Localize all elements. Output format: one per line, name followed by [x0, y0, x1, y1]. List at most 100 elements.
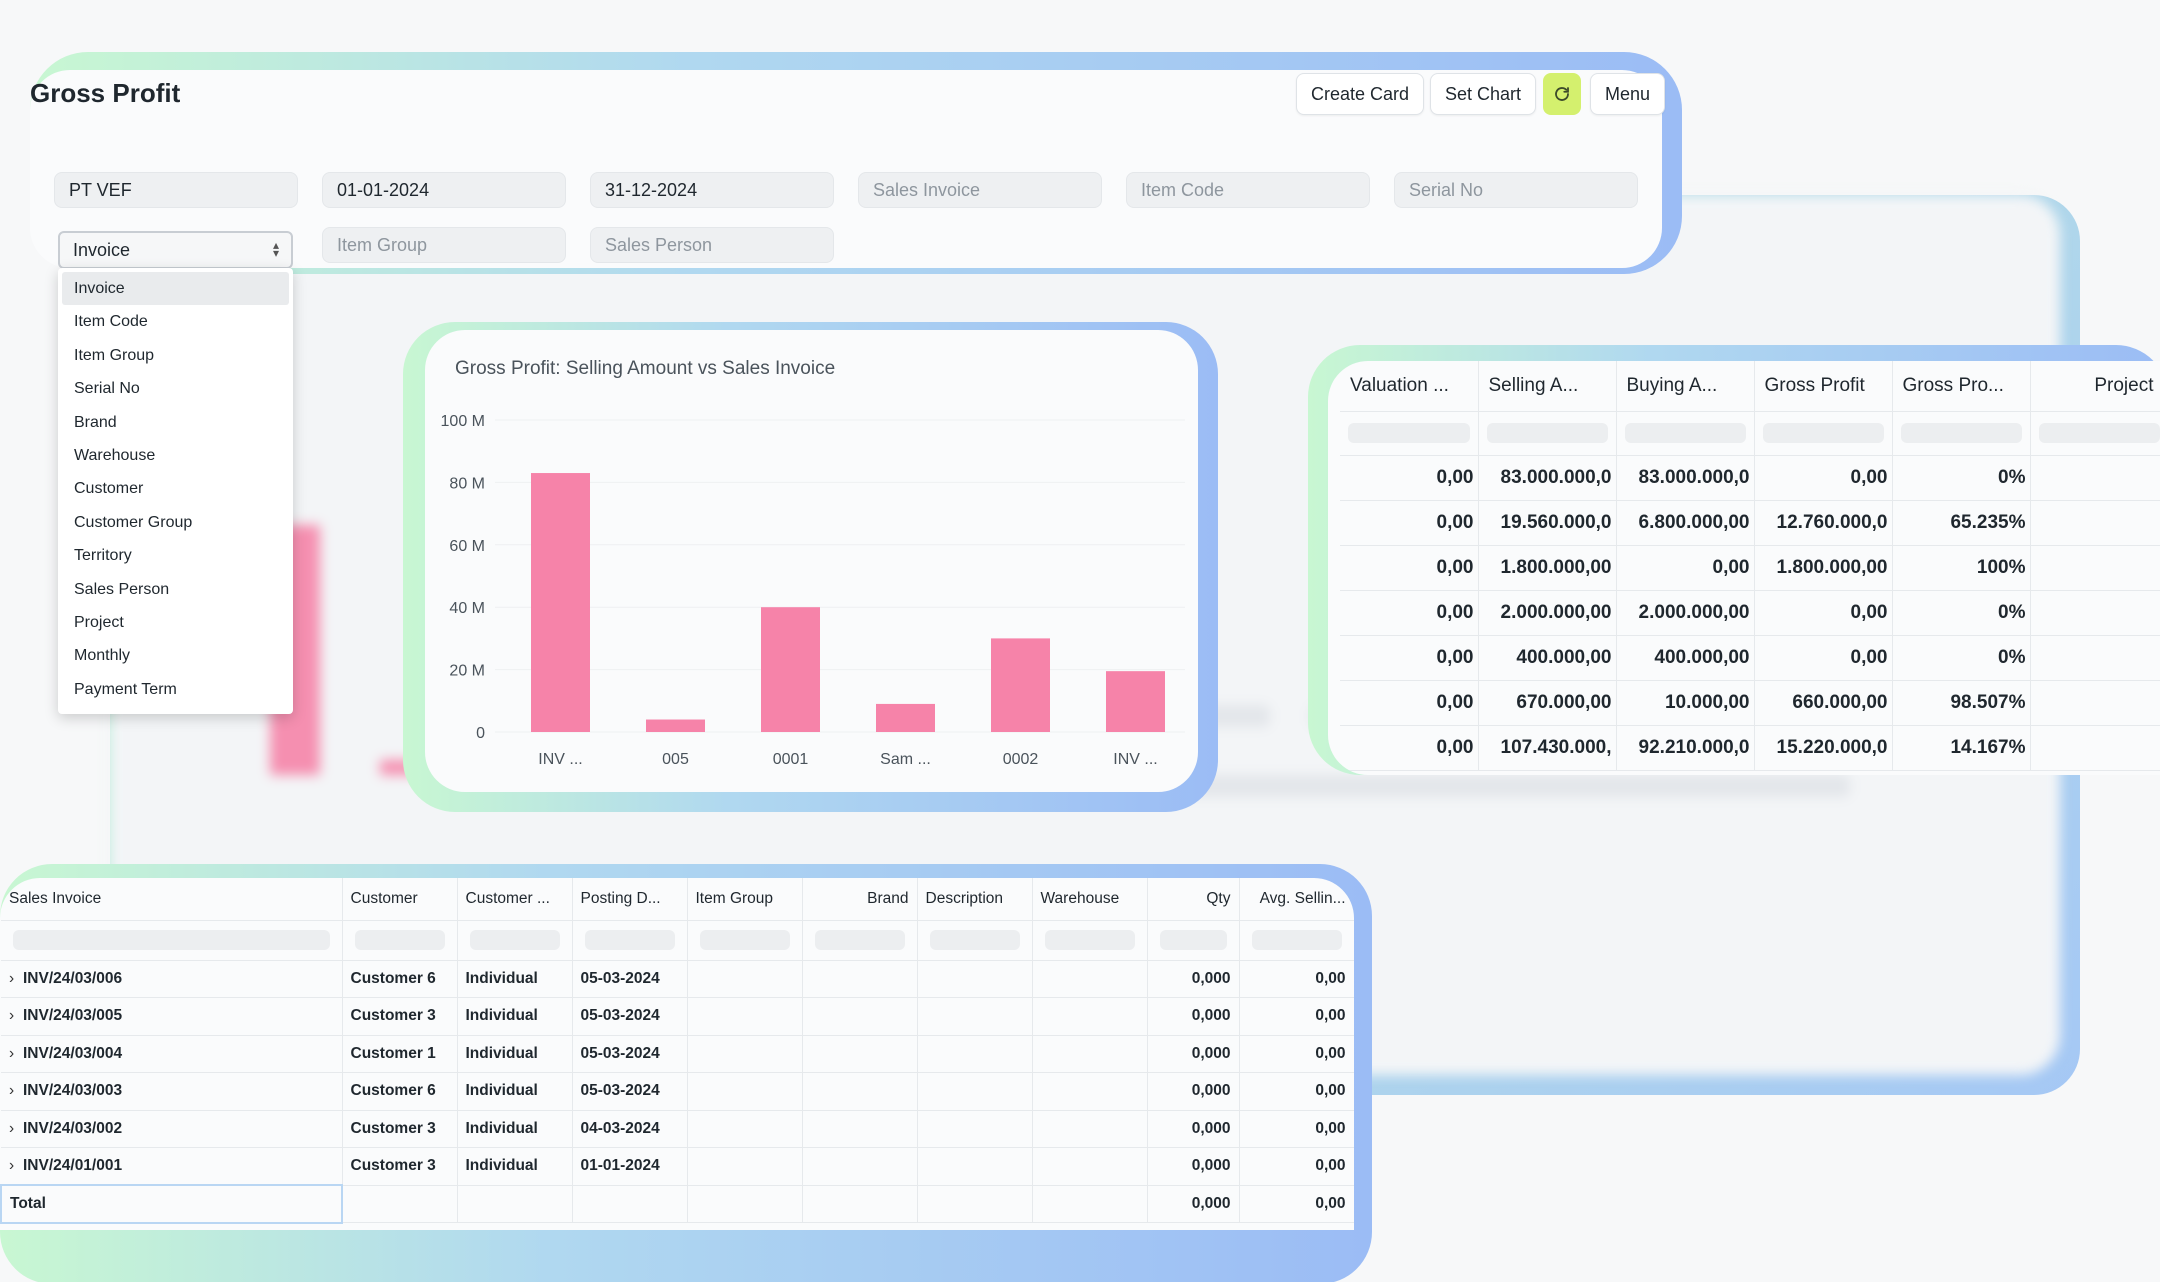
column-header[interactable]: Customer ... — [457, 878, 573, 921]
chart-bar[interactable] — [1106, 671, 1165, 732]
column-filter-cell[interactable] — [572, 920, 688, 961]
column-filter-cell[interactable] — [802, 920, 918, 961]
column-filter-input[interactable] — [1900, 423, 2022, 443]
column-filter-input[interactable] — [13, 930, 330, 950]
from-date-filter[interactable]: 01-01-2024 — [322, 172, 566, 208]
chart-bar[interactable] — [991, 638, 1050, 732]
column-header[interactable]: Project — [2030, 361, 2160, 412]
column-header[interactable]: Valuation ... — [1340, 361, 1479, 412]
invoice-cell[interactable]: › INV/24/03/002 — [1, 1110, 343, 1148]
chart-bar[interactable] — [646, 719, 705, 732]
column-filter-input[interactable] — [699, 930, 790, 950]
column-filter-input[interactable] — [1159, 930, 1227, 950]
column-filter-cell[interactable] — [1239, 920, 1354, 961]
column-filter-input[interactable] — [1762, 423, 1884, 443]
column-filter-input[interactable] — [1486, 423, 1608, 443]
expand-chevron-icon[interactable]: › — [9, 1007, 15, 1025]
column-filter-cell[interactable] — [1032, 920, 1148, 961]
serial-no-filter[interactable]: Serial No — [1394, 172, 1638, 208]
column-filter-cell[interactable] — [1892, 411, 2031, 456]
item-code-filter[interactable]: Item Code — [1126, 172, 1370, 208]
sales-invoice-filter[interactable]: Sales Invoice — [858, 172, 1102, 208]
group-by-select[interactable]: Invoice ▴ ▾ — [58, 231, 293, 269]
expand-chevron-icon[interactable]: › — [9, 969, 15, 987]
table-row[interactable]: › INV/24/03/005 Customer 3 Individual 05-03-… — [1, 997, 1354, 1036]
dropdown-item[interactable]: Item Group — [74, 346, 155, 364]
expand-chevron-icon[interactable]: › — [9, 1157, 15, 1174]
column-filter-input[interactable] — [1348, 423, 1470, 443]
column-filter-input[interactable] — [584, 930, 675, 950]
table-row[interactable]: 0,00 107.430.000, 92.210.000,0 15.220.000,0… — [1340, 725, 2160, 771]
dropdown-item[interactable]: Item Code — [74, 313, 148, 331]
table-row[interactable]: 0,00 2.000.000,00 2.000.000,00 0,00 0% — [1340, 590, 2160, 636]
to-date-filter[interactable]: 31-12-2024 — [590, 172, 834, 208]
table-row[interactable]: 0,00 670.000,00 10.000,00 660.000,00 98.507% — [1340, 680, 2160, 726]
column-filter-input[interactable] — [354, 930, 445, 950]
column-header[interactable]: Gross Profit — [1754, 361, 1893, 412]
refresh-button[interactable] — [1543, 73, 1581, 115]
column-filter-cell[interactable] — [1, 920, 343, 961]
dropdown-item[interactable]: Customer — [74, 480, 144, 498]
column-header[interactable]: Warehouse — [1032, 878, 1148, 921]
chart-bar[interactable] — [761, 607, 820, 732]
column-filter-cell[interactable] — [2030, 411, 2160, 456]
invoice-cell[interactable]: › INV/24/01/001 — [1, 1147, 343, 1186]
dropdown-item[interactable]: Monthly — [74, 647, 131, 665]
table-row[interactable]: 0,00 1.800.000,00 0,00 1.800.000,00 100% — [1340, 545, 2160, 591]
column-header[interactable]: Item Group — [687, 878, 803, 921]
expand-chevron-icon[interactable]: › — [9, 1044, 15, 1062]
column-filter-cell[interactable] — [457, 920, 573, 961]
dropdown-item[interactable]: Warehouse — [74, 446, 156, 464]
dropdown-item[interactable]: Customer Group — [74, 513, 193, 531]
column-header[interactable]: Posting D... — [572, 878, 688, 921]
column-header[interactable]: Sales Invoice — [1, 878, 343, 921]
column-header[interactable]: Qty — [1147, 878, 1240, 921]
column-header[interactable]: Brand — [802, 878, 918, 921]
column-header[interactable]: Customer — [342, 878, 458, 921]
dropdown-item[interactable]: Serial No — [74, 380, 140, 398]
item-group-filter[interactable]: Item Group — [322, 227, 566, 263]
sales-person-filter[interactable]: Sales Person — [590, 227, 834, 263]
dropdown-item[interactable]: Brand — [74, 413, 117, 431]
column-filter-input[interactable] — [1044, 930, 1135, 950]
column-filter-cell[interactable] — [342, 920, 458, 961]
create-card-button[interactable]: Create Card — [1296, 73, 1425, 115]
column-filter-input[interactable] — [929, 930, 1020, 950]
dropdown-item[interactable]: Sales Person — [74, 580, 170, 598]
expand-chevron-icon[interactable]: › — [9, 1119, 15, 1137]
column-filter-cell[interactable] — [917, 920, 1033, 961]
column-filter-cell[interactable] — [1478, 411, 1617, 456]
table-row[interactable]: › INV/24/03/002 Customer 3 Individual 04-03-… — [1, 1110, 1354, 1148]
table-row[interactable]: › INV/24/03/003 Customer 6 Individual 05-03-… — [1, 1072, 1354, 1111]
table-row[interactable]: 0,00 19.560.000,0 6.800.000,00 12.760.000,0… — [1340, 500, 2160, 546]
column-header[interactable]: Description — [917, 878, 1033, 921]
column-filter-input[interactable] — [814, 930, 905, 950]
dropdown-item[interactable]: Territory — [74, 547, 132, 565]
invoice-cell[interactable]: › INV/24/03/005 — [1, 997, 343, 1036]
invoice-cell[interactable]: › INV/24/03/004 — [1, 1035, 343, 1073]
column-filter-cell[interactable] — [1147, 920, 1240, 961]
column-filter-input[interactable] — [2038, 423, 2160, 443]
chart-bar[interactable] — [531, 473, 590, 732]
invoice-cell[interactable]: › INV/24/03/003 — [1, 1072, 343, 1111]
column-filter-cell[interactable] — [1340, 411, 1479, 456]
table-row[interactable]: 0,00 83.000.000,0 83.000.000,0 0,00 0% — [1340, 455, 2160, 501]
column-filter-cell[interactable] — [1616, 411, 1755, 456]
menu-button[interactable]: Menu — [1590, 73, 1666, 115]
set-chart-button[interactable]: Set Chart — [1430, 73, 1537, 115]
column-filter-input[interactable] — [469, 930, 560, 950]
column-header[interactable]: Gross Pro... — [1892, 361, 2031, 412]
expand-chevron-icon[interactable]: › — [9, 1082, 15, 1100]
column-filter-input[interactable] — [1251, 930, 1342, 950]
invoice-cell[interactable]: › INV/24/03/006 — [1, 960, 343, 998]
company-filter[interactable]: PT VEF — [54, 172, 298, 208]
column-filter-cell[interactable] — [1754, 411, 1893, 456]
table-row[interactable]: › INV/24/01/001 Customer 3 Individual 01-01-… — [1, 1147, 1354, 1186]
column-header[interactable]: Selling A... — [1478, 361, 1617, 412]
dropdown-item[interactable]: Project — [74, 613, 124, 631]
table-row[interactable]: 0,00 400.000,00 400.000,00 0,00 0% — [1340, 635, 2160, 681]
column-filter-cell[interactable] — [687, 920, 803, 961]
column-header[interactable]: Avg. Sellin... — [1239, 878, 1354, 921]
column-header[interactable]: Buying A... — [1616, 361, 1755, 412]
chart-bar[interactable] — [876, 703, 935, 732]
